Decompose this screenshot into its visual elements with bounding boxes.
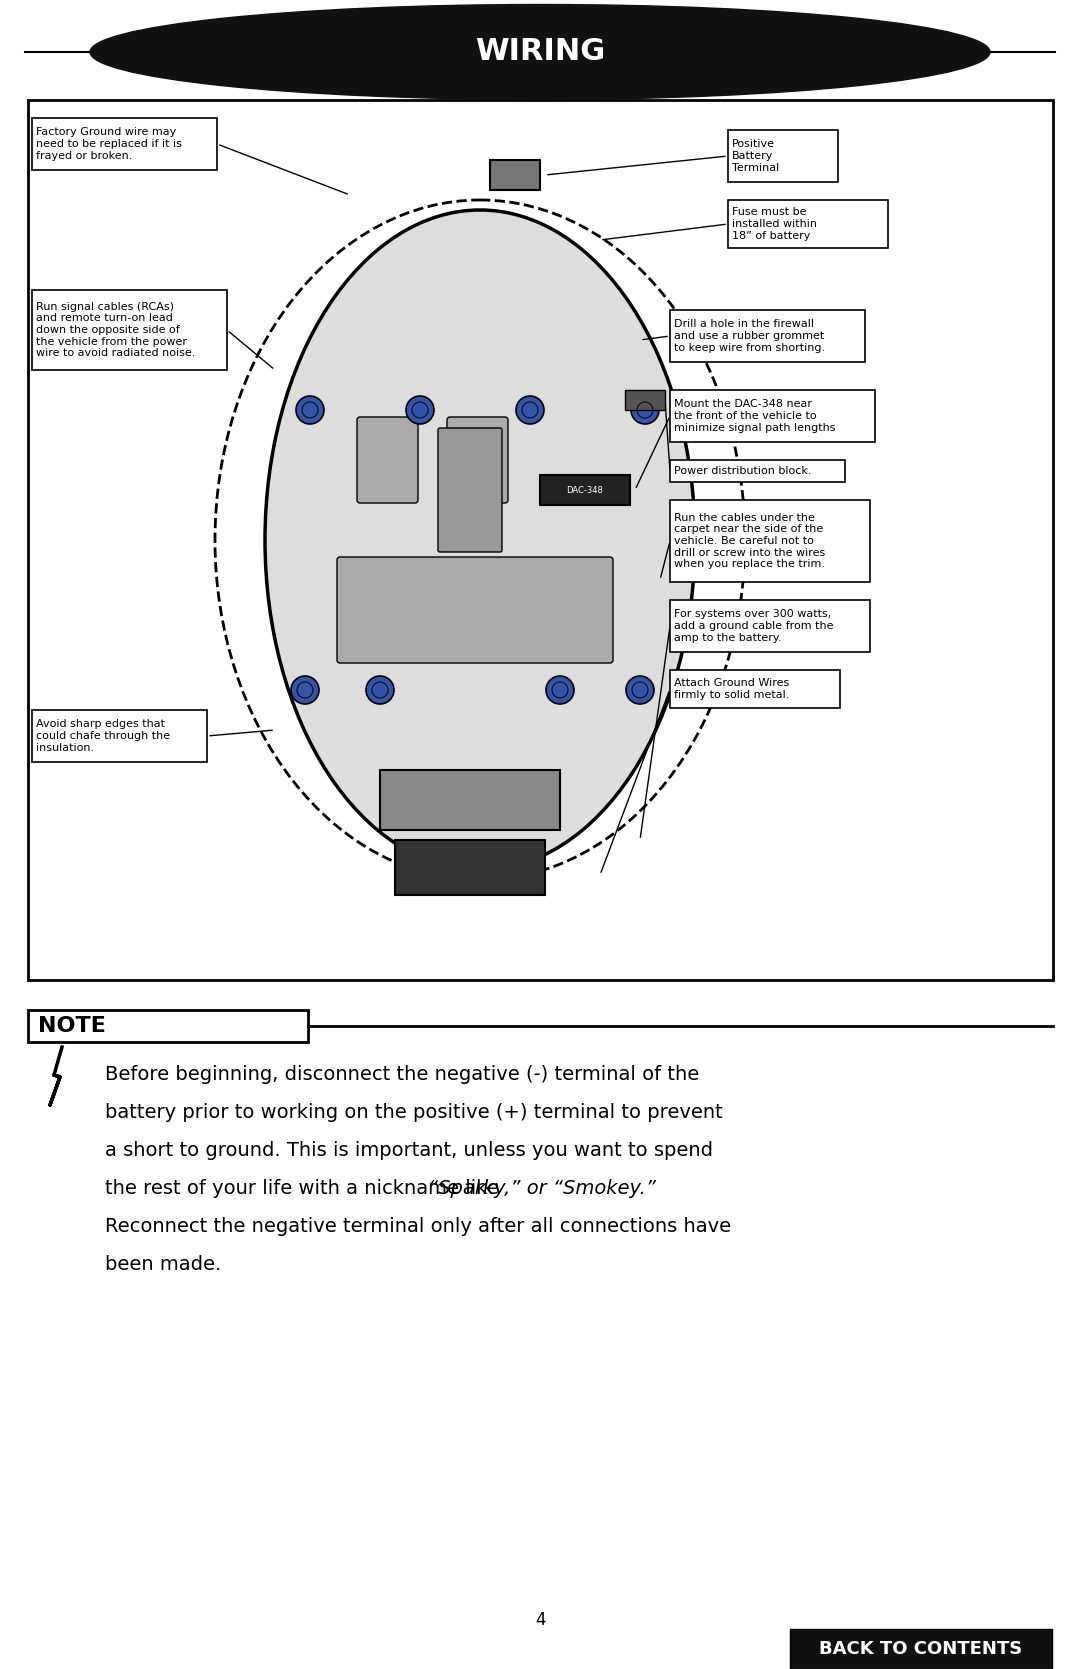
FancyBboxPatch shape <box>670 391 875 442</box>
Circle shape <box>291 676 319 704</box>
FancyBboxPatch shape <box>337 557 613 663</box>
Text: Power distribution block.: Power distribution block. <box>674 466 811 476</box>
FancyBboxPatch shape <box>380 769 561 829</box>
Text: Positive
Battery
Terminal: Positive Battery Terminal <box>732 140 780 172</box>
Text: Factory Ground wire may
need to be replaced if it is
frayed or broken.: Factory Ground wire may need to be repla… <box>36 127 181 160</box>
Text: Reconnect the negative terminal only after all connections have: Reconnect the negative terminal only aft… <box>105 1217 731 1237</box>
FancyBboxPatch shape <box>28 1010 308 1041</box>
Text: NOTE: NOTE <box>38 1016 106 1036</box>
Circle shape <box>516 396 544 424</box>
Text: Attach Ground Wires
firmly to solid metal.: Attach Ground Wires firmly to solid meta… <box>674 678 789 699</box>
Text: For systems over 300 watts,
add a ground cable from the
amp to the battery.: For systems over 300 watts, add a ground… <box>674 609 834 643</box>
FancyBboxPatch shape <box>670 461 845 482</box>
FancyBboxPatch shape <box>32 709 207 763</box>
Ellipse shape <box>90 5 990 100</box>
Text: “Sparky,” or “Smokey.”: “Sparky,” or “Smokey.” <box>428 1178 656 1198</box>
Text: Run signal cables (RCAs)
and remote turn-on lead
down the opposite side of
the v: Run signal cables (RCAs) and remote turn… <box>36 302 195 359</box>
FancyBboxPatch shape <box>625 391 665 411</box>
Circle shape <box>366 676 394 704</box>
Text: Avoid sharp edges that
could chafe through the
insulation.: Avoid sharp edges that could chafe throu… <box>36 719 171 753</box>
Text: the rest of your life with a nickname like: the rest of your life with a nickname li… <box>105 1178 505 1198</box>
FancyBboxPatch shape <box>540 476 630 506</box>
Text: Mount the DAC-348 near
the front of the vehicle to
minimize signal path lengths: Mount the DAC-348 near the front of the … <box>674 399 836 432</box>
Text: Drill a hole in the firewall
and use a rubber grommet
to keep wire from shorting: Drill a hole in the firewall and use a r… <box>674 319 825 352</box>
Ellipse shape <box>265 210 696 870</box>
FancyBboxPatch shape <box>728 130 838 182</box>
Text: DAC-348: DAC-348 <box>567 486 604 494</box>
FancyBboxPatch shape <box>789 1629 1052 1669</box>
FancyBboxPatch shape <box>490 160 540 190</box>
Circle shape <box>406 396 434 424</box>
FancyBboxPatch shape <box>28 100 1053 980</box>
Text: 4: 4 <box>535 1611 545 1629</box>
Text: a short to ground. This is important, unless you want to spend: a short to ground. This is important, un… <box>105 1142 713 1160</box>
FancyBboxPatch shape <box>438 427 502 552</box>
FancyBboxPatch shape <box>32 118 217 170</box>
Text: battery prior to working on the positive (+) terminal to prevent: battery prior to working on the positive… <box>105 1103 723 1122</box>
Text: Run the cables under the
carpet near the side of the
vehicle. Be careful not to
: Run the cables under the carpet near the… <box>674 512 825 569</box>
Circle shape <box>296 396 324 424</box>
FancyBboxPatch shape <box>32 290 227 371</box>
FancyBboxPatch shape <box>670 599 870 653</box>
Circle shape <box>631 396 659 424</box>
FancyBboxPatch shape <box>670 310 865 362</box>
FancyBboxPatch shape <box>728 200 888 249</box>
FancyBboxPatch shape <box>447 417 508 502</box>
Circle shape <box>546 676 573 704</box>
Text: Fuse must be
installed within
18” of battery: Fuse must be installed within 18” of bat… <box>732 207 816 240</box>
FancyBboxPatch shape <box>357 417 418 502</box>
FancyBboxPatch shape <box>670 669 840 708</box>
Text: BACK TO CONTENTS: BACK TO CONTENTS <box>820 1641 1023 1657</box>
FancyBboxPatch shape <box>670 501 870 582</box>
Text: WIRING: WIRING <box>475 37 605 67</box>
Text: been made.: been made. <box>105 1255 221 1273</box>
Text: Before beginning, disconnect the negative (-) terminal of the: Before beginning, disconnect the negativ… <box>105 1065 699 1083</box>
FancyBboxPatch shape <box>395 840 545 895</box>
Circle shape <box>626 676 654 704</box>
